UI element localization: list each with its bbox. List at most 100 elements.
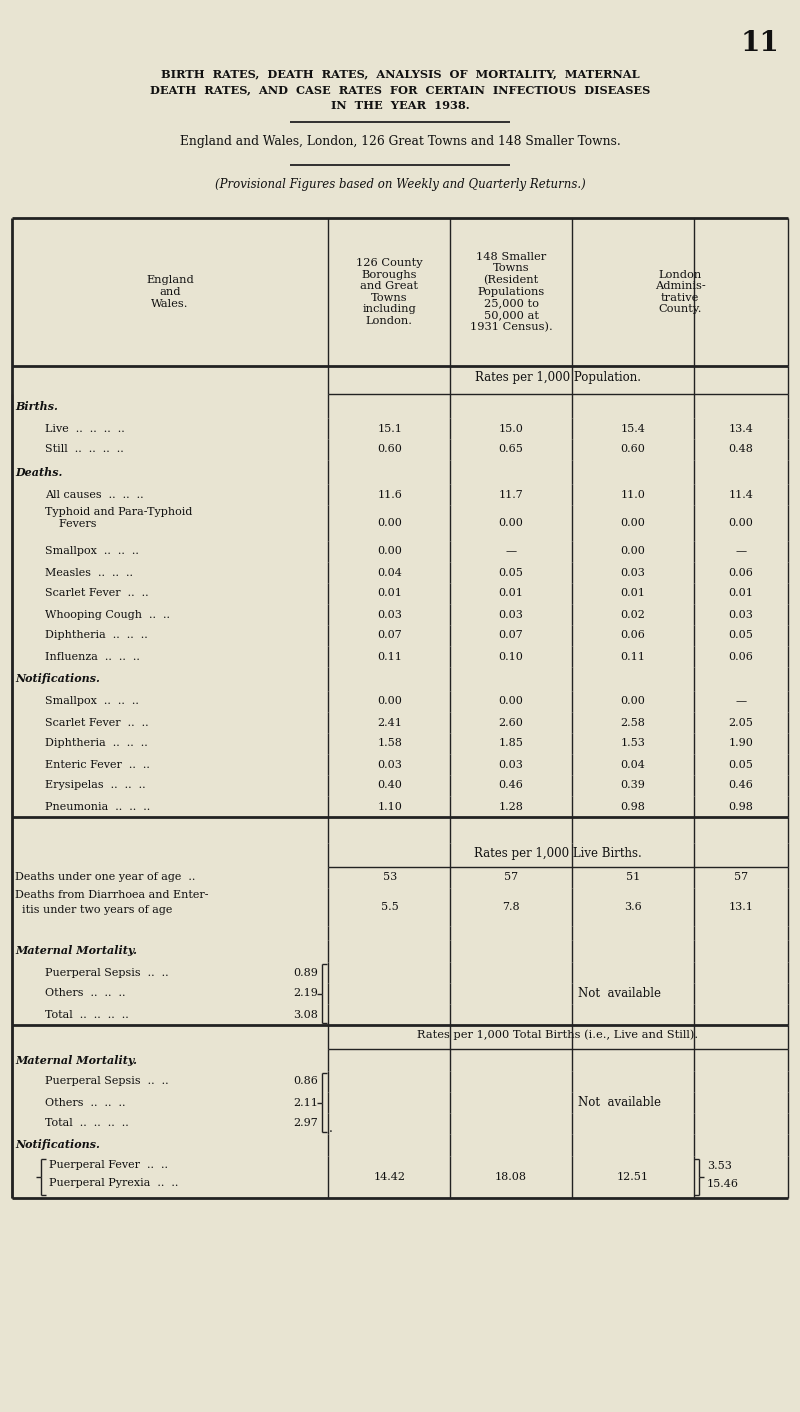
Text: 0.04: 0.04 [621,760,646,770]
Text: 1.53: 1.53 [621,738,646,748]
Text: All causes  ..  ..  ..: All causes .. .. .. [45,490,144,500]
Text: 0.60: 0.60 [378,445,402,455]
Text: 0.00: 0.00 [729,518,754,528]
Text: 0.98: 0.98 [621,802,646,812]
Text: Deaths from Diarrhoea and Enter-: Deaths from Diarrhoea and Enter- [15,890,209,899]
Text: —: — [506,546,517,556]
Text: 15.1: 15.1 [378,424,402,433]
Text: Rates per 1,000 Live Births.: Rates per 1,000 Live Births. [474,847,642,860]
Text: 0.05: 0.05 [729,760,754,770]
Text: Diphtheria  ..  ..  ..: Diphtheria .. .. .. [45,631,148,641]
Text: —: — [735,546,746,556]
Text: 3.53: 3.53 [707,1161,732,1171]
Text: IN  THE  YEAR  1938.: IN THE YEAR 1938. [330,100,470,112]
Text: Others  ..  ..  ..: Others .. .. .. [45,988,126,998]
Text: 0.86: 0.86 [294,1076,318,1086]
Text: Notifications.: Notifications. [15,674,100,685]
Text: Erysipelas  ..  ..  ..: Erysipelas .. .. .. [45,781,146,791]
Text: 0.07: 0.07 [378,631,402,641]
Text: itis under two years of age: itis under two years of age [15,905,172,915]
Text: .: . [329,1123,333,1135]
Text: Enteric Fever  ..  ..: Enteric Fever .. .. [45,760,150,770]
Text: Total  ..  ..  ..  ..: Total .. .. .. .. [45,1010,129,1019]
Text: 0.00: 0.00 [498,518,523,528]
Text: 0.98: 0.98 [729,802,754,812]
Text: 0.10: 0.10 [498,651,523,661]
Text: 11: 11 [741,30,779,56]
Text: Smallpox  ..  ..  ..: Smallpox .. .. .. [45,546,139,556]
Text: 1.10: 1.10 [378,802,402,812]
Text: 0.03: 0.03 [621,568,646,578]
Text: Others  ..  ..  ..: Others .. .. .. [45,1097,126,1107]
Text: 53: 53 [383,873,397,882]
Text: —: — [735,696,746,706]
Text: 11.6: 11.6 [378,490,402,500]
Text: 0.00: 0.00 [621,518,646,528]
Text: Rates per 1,000 Population.: Rates per 1,000 Population. [475,371,641,384]
Text: 0.00: 0.00 [378,696,402,706]
Text: 0.01: 0.01 [621,589,646,599]
Text: Whooping Cough  ..  ..: Whooping Cough .. .. [45,610,170,620]
Text: 12.51: 12.51 [617,1172,649,1182]
Text: 1.28: 1.28 [498,802,523,812]
Text: Still  ..  ..  ..  ..: Still .. .. .. .. [45,445,124,455]
Text: 0.39: 0.39 [621,781,646,791]
Text: 0.03: 0.03 [498,760,523,770]
Text: Births.: Births. [15,401,58,411]
Text: 51: 51 [626,873,640,882]
Text: London
Adminis-
trative
County.: London Adminis- trative County. [654,270,706,315]
Text: 2.60: 2.60 [498,717,523,727]
Text: 0.01: 0.01 [729,589,754,599]
Text: 15.4: 15.4 [621,424,646,433]
Text: 0.06: 0.06 [729,568,754,578]
Text: 0.03: 0.03 [378,760,402,770]
Text: 0.11: 0.11 [621,651,646,661]
Text: 2.05: 2.05 [729,717,754,727]
Text: Puerperal Sepsis  ..  ..: Puerperal Sepsis .. .. [45,967,169,977]
Text: 0.05: 0.05 [729,631,754,641]
Text: Diphtheria  ..  ..  ..: Diphtheria .. .. .. [45,738,148,748]
Text: Pneumonia  ..  ..  ..: Pneumonia .. .. .. [45,802,150,812]
Text: 3.6: 3.6 [624,902,642,912]
Text: 2.58: 2.58 [621,717,646,727]
Text: Smallpox  ..  ..  ..: Smallpox .. .. .. [45,696,139,706]
Text: 0.65: 0.65 [498,445,523,455]
Text: 11.4: 11.4 [729,490,754,500]
Text: 15.46: 15.46 [707,1179,739,1189]
Text: 0.06: 0.06 [729,651,754,661]
Text: DEATH  RATES,  AND  CASE  RATES  FOR  CERTAIN  INFECTIOUS  DISEASES: DEATH RATES, AND CASE RATES FOR CERTAIN … [150,83,650,95]
Text: Maternal Mortality.: Maternal Mortality. [15,946,137,956]
Text: 11.7: 11.7 [498,490,523,500]
Text: 0.01: 0.01 [378,589,402,599]
Text: 0.00: 0.00 [378,546,402,556]
Text: Puerperal Sepsis  ..  ..: Puerperal Sepsis .. .. [45,1076,169,1086]
Text: 5.5: 5.5 [381,902,399,912]
Text: Not  available: Not available [578,987,661,1000]
Text: 0.89: 0.89 [294,967,318,977]
Text: Rates per 1,000 Total Births (i.e., Live and Still).: Rates per 1,000 Total Births (i.e., Live… [418,1029,698,1039]
Text: Scarlet Fever  ..  ..: Scarlet Fever .. .. [45,717,149,727]
Text: 2.11: 2.11 [294,1097,318,1107]
Text: Not  available: Not available [578,1096,661,1108]
Text: 126 County
Boroughs
and Great
Towns
including
London.: 126 County Boroughs and Great Towns incl… [356,258,422,326]
Text: Measles  ..  ..  ..: Measles .. .. .. [45,568,133,578]
Text: 13.1: 13.1 [729,902,754,912]
Text: 15.0: 15.0 [498,424,523,433]
Text: 0.03: 0.03 [378,610,402,620]
Text: 0.04: 0.04 [378,568,402,578]
Text: 0.46: 0.46 [729,781,754,791]
Text: 18.08: 18.08 [495,1172,527,1182]
Text: 0.00: 0.00 [621,546,646,556]
Text: 0.00: 0.00 [378,518,402,528]
Text: 11.0: 11.0 [621,490,646,500]
Text: Notifications.: Notifications. [15,1139,100,1151]
Text: 0.03: 0.03 [729,610,754,620]
Text: Typhoid and Para-Typhoid
    Fevers: Typhoid and Para-Typhoid Fevers [45,507,192,528]
Text: 0.03: 0.03 [498,610,523,620]
Text: Influenza  ..  ..  ..: Influenza .. .. .. [45,651,140,661]
Text: BIRTH  RATES,  DEATH  RATES,  ANALYSIS  OF  MORTALITY,  MATERNAL: BIRTH RATES, DEATH RATES, ANALYSIS OF MO… [161,68,639,79]
Text: 0.60: 0.60 [621,445,646,455]
Text: Total  ..  ..  ..  ..: Total .. .. .. .. [45,1118,129,1128]
Text: 0.40: 0.40 [378,781,402,791]
Text: 1.58: 1.58 [378,738,402,748]
